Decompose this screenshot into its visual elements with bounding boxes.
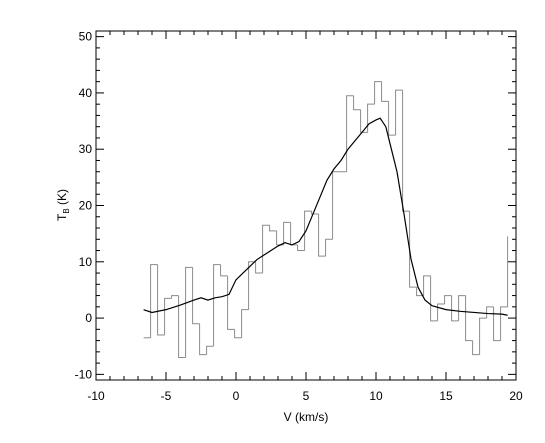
x-axis-label: V (km/s) — [284, 410, 329, 424]
y-tick-label: 50 — [79, 30, 93, 44]
x-tick-label: -10 — [87, 389, 105, 403]
histogram-bin — [213, 264, 221, 347]
fit-line — [143, 117, 508, 316]
x-tick-label: -5 — [161, 389, 172, 403]
histogram-bin — [304, 210, 312, 251]
histogram-bin — [234, 329, 242, 339]
y-tick-label: 30 — [79, 142, 93, 156]
y-tick-label: 10 — [79, 255, 93, 269]
histogram-bin — [493, 306, 501, 342]
y-axis-label: TB (K) — [55, 189, 71, 221]
x-tick-label: 10 — [369, 389, 383, 403]
plot-frame — [95, 30, 517, 381]
histogram-bin — [437, 303, 445, 321]
histogram-bin — [150, 264, 158, 338]
y-tick-label: 40 — [79, 86, 93, 100]
histogram-bin — [199, 323, 207, 356]
histogram-bin — [395, 89, 403, 136]
y-tick-label: -10 — [75, 367, 93, 381]
histogram-bin — [346, 95, 354, 172]
histogram-bin — [367, 103, 375, 133]
histogram-bin — [472, 340, 480, 356]
histogram-bin — [262, 224, 270, 274]
histogram-bin — [185, 266, 193, 358]
y-tick-labels: -10 0 10 20 30 40 50 — [75, 30, 93, 382]
histogram-bin — [164, 297, 172, 335]
histogram-bin — [227, 275, 235, 330]
histogram-bin — [192, 267, 200, 325]
histogram-bin — [157, 264, 165, 336]
svg-text:TB (K): TB (K) — [55, 189, 71, 221]
histogram-bin — [311, 211, 319, 215]
histogram-bin — [297, 244, 305, 252]
histogram-bin — [402, 90, 410, 212]
histogram-bin — [276, 230, 284, 246]
histogram-bin — [360, 109, 368, 133]
y-axis-label-main: T — [55, 213, 69, 221]
histogram-bin — [220, 264, 228, 277]
histogram-bin — [283, 221, 291, 245]
histogram-bin — [374, 81, 382, 105]
histogram-bin — [241, 309, 249, 338]
y-axis-label-subscript: B — [62, 208, 71, 213]
histogram-bin — [248, 261, 256, 310]
axis-ticks — [95, 31, 517, 380]
y-tick-label: 0 — [85, 311, 92, 325]
x-tick-labels: -10 -5 0 5 10 15 20 — [87, 389, 523, 403]
histogram-bin — [416, 287, 424, 297]
x-tick-label: 20 — [509, 389, 523, 403]
histogram-bin — [430, 275, 438, 322]
histogram-bin — [178, 295, 186, 358]
histogram-bin — [269, 225, 277, 232]
histogram-bin — [353, 95, 361, 111]
histogram-bin — [290, 222, 298, 246]
histogram-bin — [500, 306, 508, 341]
histogram-bin — [318, 213, 326, 257]
histogram-bin — [388, 101, 396, 136]
y-axis-label-unit: (K) — [55, 189, 69, 208]
plot-area — [143, 81, 509, 358]
x-tick-label: 5 — [303, 389, 310, 403]
histogram-bin — [255, 261, 263, 274]
histogram-bin — [332, 171, 340, 240]
histogram-bin — [423, 275, 431, 296]
histogram-bin — [465, 295, 473, 342]
histogram-bin — [171, 295, 179, 299]
y-tick-label: 20 — [79, 199, 93, 213]
histogram-bin — [479, 317, 487, 355]
histogram-bin — [206, 345, 214, 355]
histogram-bin — [444, 295, 452, 305]
x-tick-label: 0 — [233, 389, 240, 403]
histogram-bin — [409, 211, 417, 288]
histogram-bin — [458, 295, 466, 321]
histogram-bin — [451, 295, 459, 322]
x-tick-label: 15 — [439, 389, 453, 403]
histogram-bin — [325, 238, 333, 257]
histogram-bin — [486, 306, 494, 319]
histogram-bin — [381, 81, 389, 102]
